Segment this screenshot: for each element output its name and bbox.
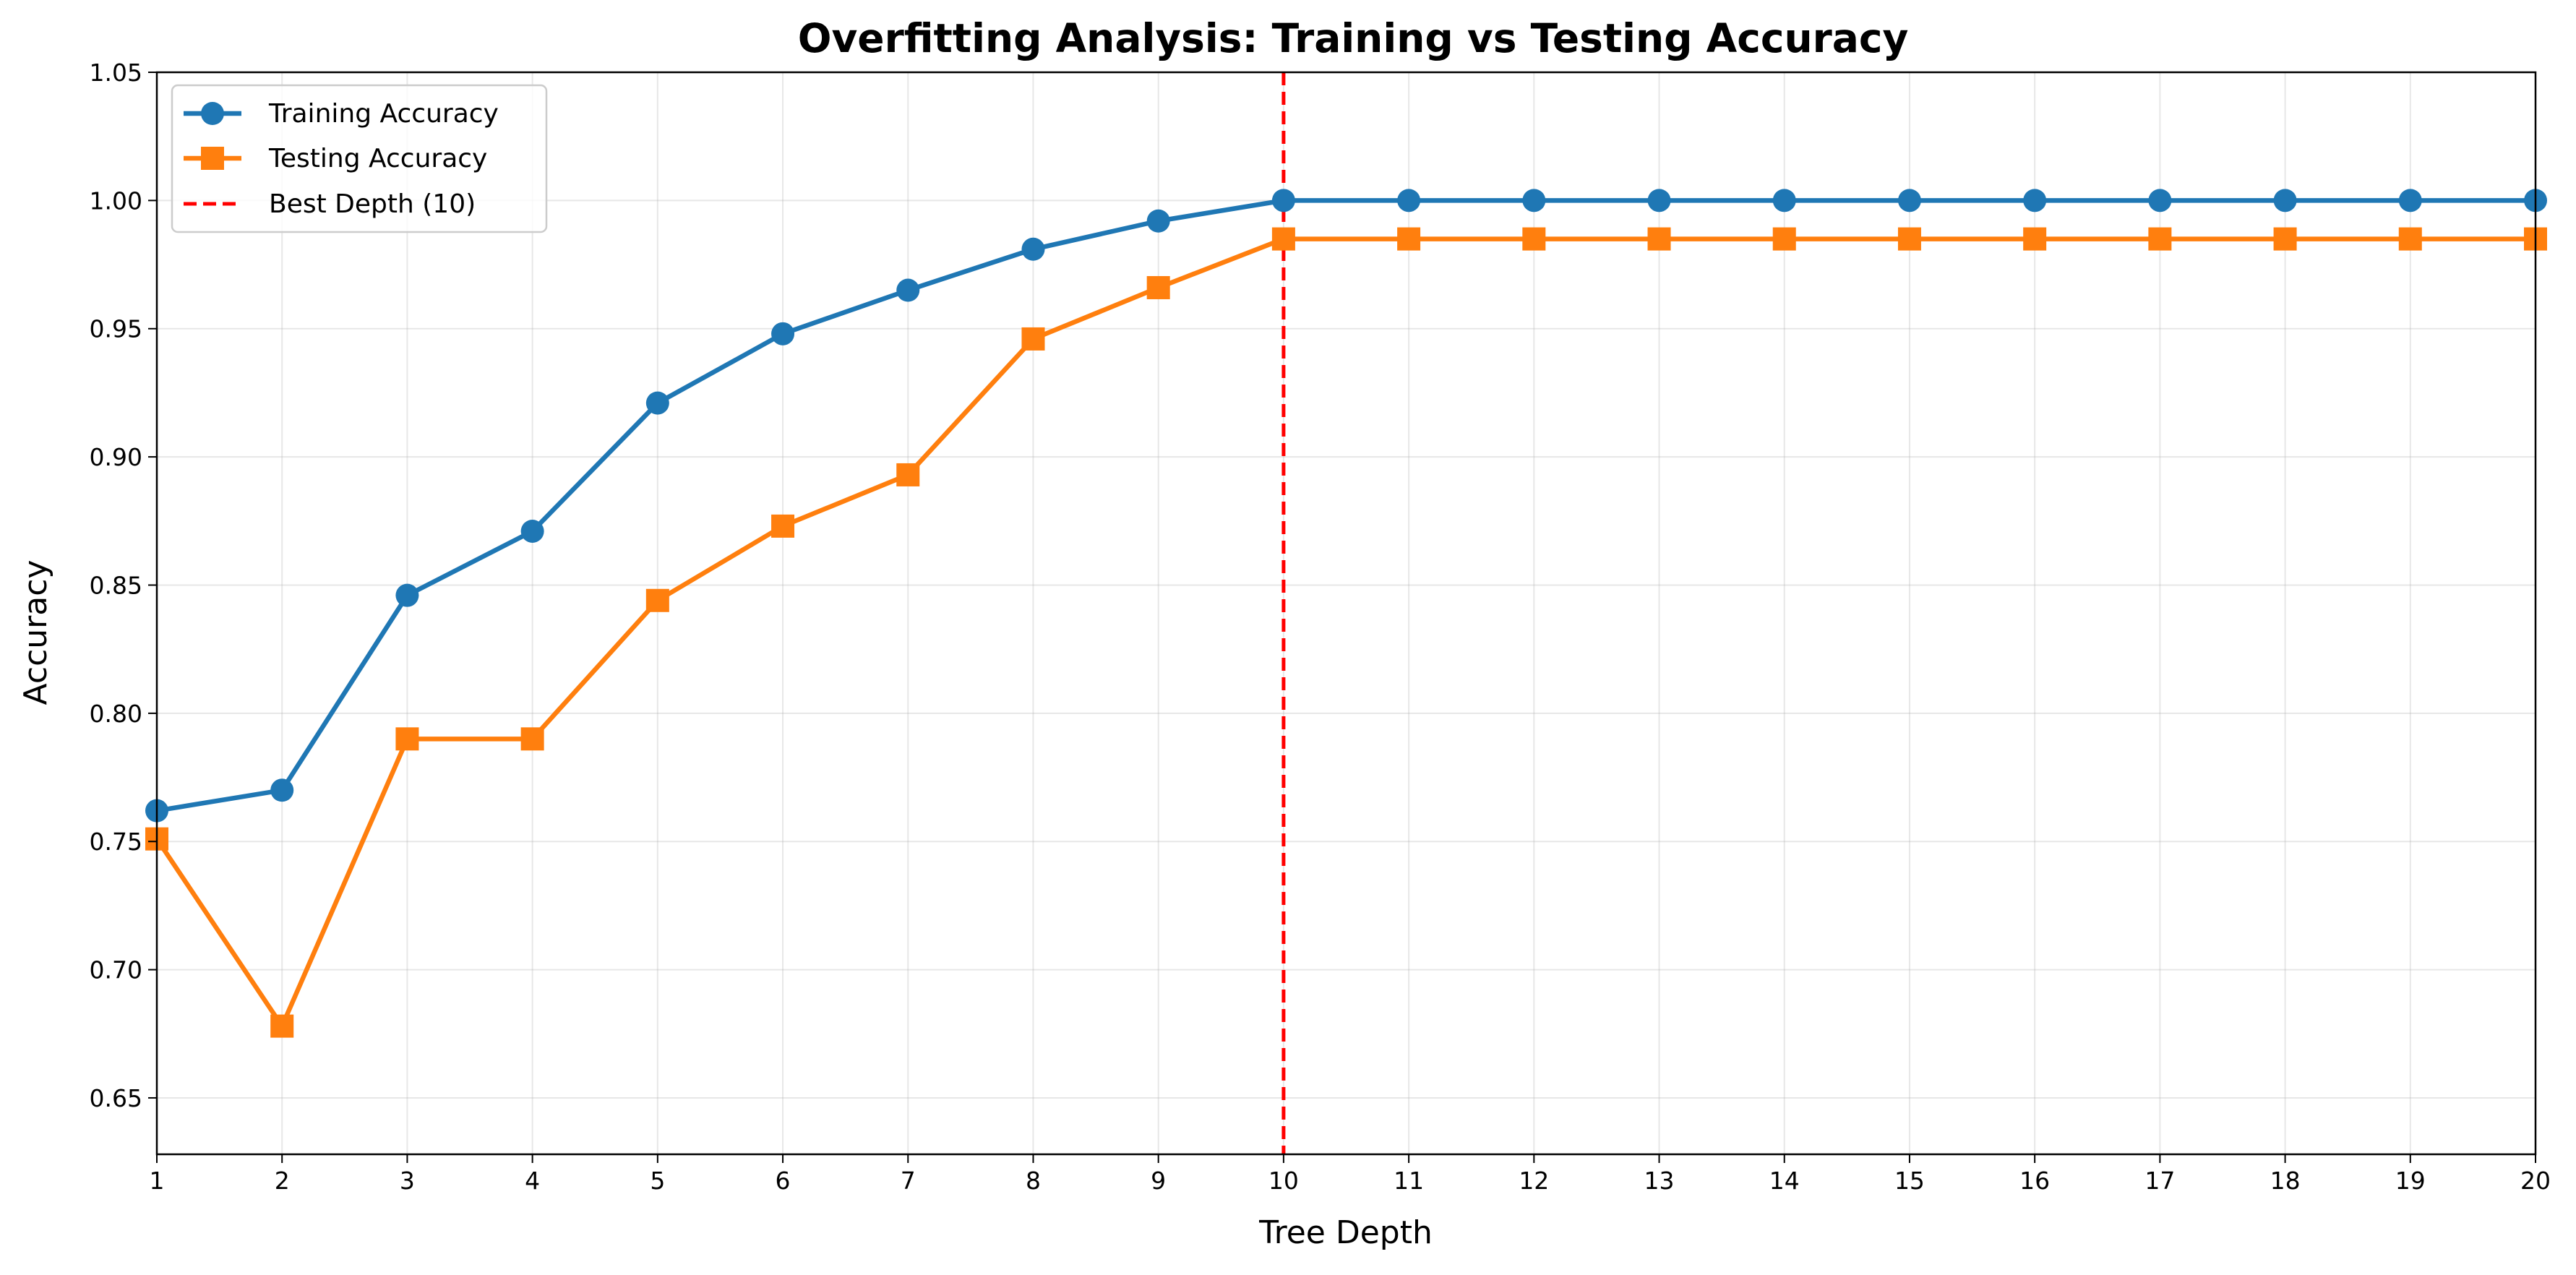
data-point	[1647, 189, 1671, 212]
x-tick-label: 19	[2395, 1167, 2426, 1195]
legend-label: Best Depth (10)	[269, 189, 476, 219]
x-tick-label: 13	[1644, 1167, 1675, 1195]
x-tick-label: 3	[400, 1167, 415, 1195]
data-point	[520, 727, 544, 751]
x-tick-label: 1	[150, 1167, 165, 1195]
data-point	[520, 519, 544, 543]
x-tick-label: 20	[2520, 1167, 2551, 1195]
x-tick-label: 16	[2019, 1167, 2050, 1195]
y-tick-label: 0.80	[90, 700, 142, 728]
data-point	[896, 463, 920, 486]
y-tick-label: 0.75	[90, 828, 142, 856]
data-point	[1271, 227, 1295, 251]
series-training	[145, 189, 2547, 823]
legend-label: Training Accuracy	[268, 99, 499, 129]
y-axis-ticks: 0.65 0.70 0.75 0.80 0.85 0.90 0.95 1.00 1.05	[90, 59, 157, 1112]
data-point	[1397, 227, 1421, 251]
data-point	[395, 583, 419, 607]
data-point	[2023, 189, 2047, 212]
data-point	[1897, 227, 1921, 251]
y-tick-label: 0.95	[90, 315, 142, 343]
x-tick-label: 2	[275, 1167, 290, 1195]
data-point	[771, 514, 795, 538]
data-point	[645, 391, 669, 415]
x-tick-label: 12	[1519, 1167, 1549, 1195]
data-point	[2273, 227, 2297, 251]
y-tick-label: 0.65	[90, 1084, 142, 1112]
data-point	[1021, 327, 1045, 351]
data-point	[2023, 227, 2047, 251]
chart-title: Overfitting Analysis: Training vs Testin…	[798, 15, 1909, 61]
y-tick-label: 0.90	[90, 443, 142, 471]
data-point	[270, 1014, 294, 1038]
x-tick-label: 14	[1769, 1167, 1800, 1195]
data-point	[2273, 189, 2297, 212]
data-point	[1021, 237, 1045, 261]
series-line	[155, 236, 2536, 1029]
data-point	[1772, 189, 1796, 212]
x-tick-label: 10	[1268, 1167, 1299, 1195]
legend-marker	[201, 102, 224, 125]
data-point	[645, 588, 669, 612]
data-point	[270, 778, 294, 802]
x-tick-label: 18	[2270, 1167, 2301, 1195]
data-point	[1522, 227, 1546, 251]
data-point	[1146, 209, 1170, 233]
x-tick-label: 17	[2144, 1167, 2175, 1195]
legend-label: Testing Accuracy	[268, 144, 487, 173]
data-point	[1397, 189, 1421, 212]
y-axis-label: Accuracy	[17, 560, 54, 705]
x-axis-ticks: 1 2 3 4 5 6 7 8 9 10 11 12 13 14 15 16 17 18 19 20	[150, 1154, 2551, 1195]
data-point	[896, 278, 920, 302]
y-tick-label: 1.00	[90, 186, 142, 215]
data-point	[395, 727, 419, 751]
y-tick-label: 0.85	[90, 571, 142, 599]
x-tick-label: 4	[525, 1167, 540, 1195]
legend-marker	[201, 147, 224, 170]
data-point	[1772, 227, 1796, 251]
y-tick-label: 0.70	[90, 956, 142, 984]
data-point	[1647, 227, 1671, 251]
x-tick-label: 11	[1394, 1167, 1424, 1195]
data-point	[2398, 189, 2422, 212]
data-point	[1146, 275, 1170, 299]
y-tick-label: 1.05	[90, 59, 142, 87]
data-point	[2148, 227, 2172, 251]
series-line	[156, 198, 2536, 813]
data-point	[771, 322, 795, 345]
x-tick-label: 8	[1026, 1167, 1041, 1195]
x-axis-label: Tree Depth	[1258, 1214, 1433, 1251]
x-tick-label: 7	[901, 1167, 916, 1195]
series-testing	[145, 227, 2547, 1038]
legend-box	[171, 84, 548, 233]
x-tick-label: 9	[1151, 1167, 1166, 1195]
data-point	[1271, 189, 1295, 212]
x-tick-label: 5	[650, 1167, 665, 1195]
plot-frame	[155, 71, 2537, 1156]
data-point	[1522, 189, 1546, 212]
legend: Training Accuracy Testing Accuracy Best De…	[171, 84, 548, 233]
x-tick-label: 6	[776, 1167, 791, 1195]
series-layer	[145, 189, 2547, 1038]
data-point	[1897, 189, 1921, 212]
x-tick-label: 15	[1894, 1167, 1925, 1195]
data-point	[2398, 227, 2422, 251]
data-point	[2148, 189, 2172, 212]
